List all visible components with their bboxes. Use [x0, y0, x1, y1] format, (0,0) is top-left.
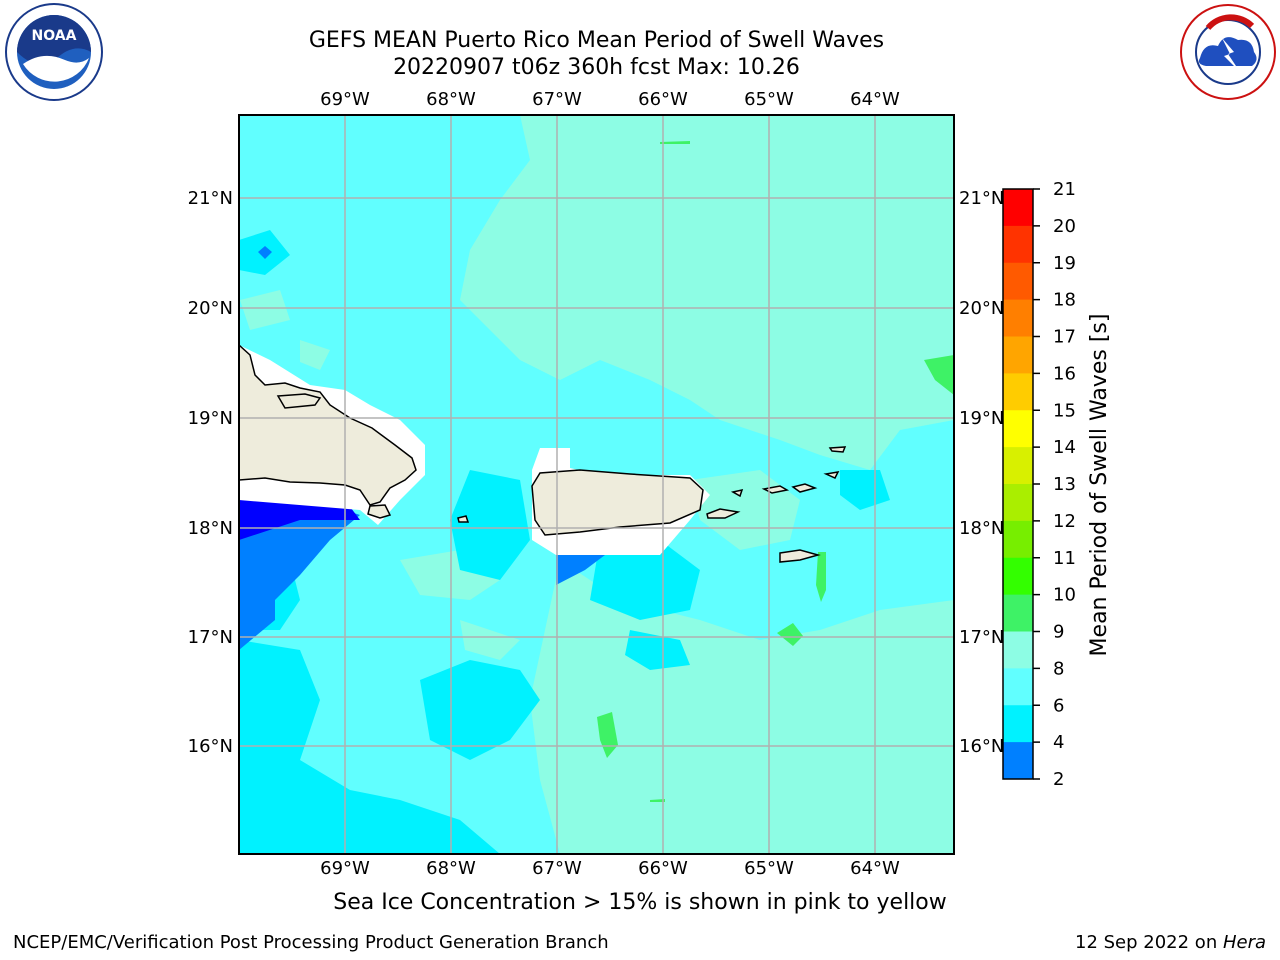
- contour-4-6-pr: [556, 555, 605, 585]
- noaa-logo-text: NOAA: [32, 28, 77, 44]
- footer-machine: Hera: [1222, 932, 1266, 953]
- mona: [457, 515, 470, 523]
- colorbar-band: [1003, 373, 1033, 411]
- contour-2-4: [239, 500, 360, 540]
- colorbar-tick-label: 20: [1053, 216, 1076, 237]
- lon-label: 66°W: [638, 858, 688, 879]
- lon-label: 68°W: [426, 89, 476, 110]
- lat-labels-left: 21°N 20°N 19°N 18°N 17°N 16°N: [188, 188, 233, 757]
- noaa-logo: NOAA: [5, 3, 103, 101]
- colorbar-band: [1003, 631, 1033, 669]
- colorbar-band: [1003, 189, 1033, 227]
- lat-label: 17°N: [188, 627, 233, 648]
- colorbar-tick-label: 17: [1053, 327, 1076, 348]
- contour-6-8: [239, 230, 890, 854]
- colorbar-band: [1003, 557, 1033, 596]
- colorbar-band: [1003, 262, 1033, 301]
- footer-org: NCEP/EMC/Verification Post Processing Pr…: [13, 932, 609, 953]
- colorbar-tick-label: 11: [1053, 548, 1076, 569]
- colorbar-ticks: 21 20 19 18 17 16 15 14 13 12 11 10 9 8 6 4 2: [1033, 179, 1076, 790]
- lon-label: 65°W: [744, 858, 794, 879]
- virgin-gorda: [823, 471, 840, 479]
- nws-logo: [1180, 4, 1276, 100]
- lat-label: 16°N: [959, 736, 1004, 757]
- colorbar-tick-label: 9: [1053, 622, 1064, 643]
- colorbar-tick-label: 13: [1053, 474, 1076, 495]
- lon-labels-top: 69°W 68°W 67°W 66°W 65°W 64°W: [320, 89, 900, 110]
- graticule: [239, 115, 954, 854]
- footer-date: 12 Sep 2022 on Hera: [1075, 932, 1266, 953]
- tortola: [791, 483, 818, 493]
- map-title: GEFS MEAN Puerto Rico Mean Period of Swe…: [308, 28, 885, 53]
- colorbar: [1003, 189, 1033, 780]
- map-frame: [238, 114, 955, 855]
- colorbar-band: [1003, 668, 1033, 706]
- colorbar-tick-label: 2: [1053, 769, 1064, 790]
- lon-label: 64°W: [850, 89, 900, 110]
- lon-label: 67°W: [532, 89, 582, 110]
- colorbar-band: [1003, 225, 1033, 264]
- hispaniola-tip: [367, 504, 392, 519]
- lon-label: 67°W: [532, 858, 582, 879]
- contour-4-6: [239, 505, 360, 650]
- colorbar-tick-label: 10: [1053, 585, 1076, 606]
- colorbar-tick-label: 18: [1053, 290, 1076, 311]
- lon-label: 66°W: [638, 89, 688, 110]
- contour-4-6-dot: [258, 246, 272, 259]
- vieques: [706, 508, 741, 519]
- colorbar-tick-label: 15: [1053, 400, 1076, 421]
- map-panel: [239, 115, 954, 854]
- colorbar-band: [1003, 447, 1033, 485]
- st-croix: [779, 549, 821, 563]
- lon-label: 64°W: [850, 858, 900, 879]
- colorbar-band: [1003, 520, 1033, 559]
- hispaniola: [239, 343, 417, 506]
- map-subtitle: 20220907 t06z 360h fcst Max: 10.26: [393, 55, 800, 80]
- colorbar-band: [1003, 336, 1033, 374]
- lat-label: 21°N: [959, 188, 1004, 209]
- lon-labels-bottom: 69°W 68°W 67°W 66°W 65°W 64°W: [320, 858, 900, 879]
- colorbar-band: [1003, 742, 1033, 780]
- colorbar-tick-label: 8: [1053, 658, 1064, 679]
- lon-label: 68°W: [426, 858, 476, 879]
- colorbar-band: [1003, 299, 1033, 337]
- lat-label: 18°N: [959, 518, 1004, 539]
- lat-label: 17°N: [959, 627, 1004, 648]
- colorbar-tick-label: 21: [1053, 179, 1076, 200]
- colorbar-tick-label: 16: [1053, 363, 1076, 384]
- lat-labels-right: 21°N 20°N 19°N 18°N 17°N 16°N: [959, 188, 1004, 757]
- tortuga: [276, 393, 322, 409]
- lon-label: 69°W: [320, 858, 370, 879]
- colorbar-tick-label: 6: [1053, 695, 1064, 716]
- colorbar-label: Mean Period of Swell Waves [s]: [1087, 314, 1112, 657]
- culebra: [730, 488, 744, 498]
- colorbar-band: [1003, 484, 1033, 522]
- lat-label: 19°N: [188, 408, 233, 429]
- colorbar-tick-label: 12: [1053, 511, 1076, 532]
- lat-label: 20°N: [959, 298, 1004, 319]
- lon-label: 65°W: [744, 89, 794, 110]
- colorbar-tick-label: 14: [1053, 437, 1076, 458]
- anegada: [828, 446, 847, 453]
- lat-label: 18°N: [188, 518, 233, 539]
- puerto-rico: [531, 469, 704, 536]
- lat-label: 16°N: [188, 736, 233, 757]
- lon-label: 69°W: [320, 89, 370, 110]
- lat-label: 19°N: [959, 408, 1004, 429]
- colorbar-tick-label: 4: [1053, 732, 1064, 753]
- colorbar-band: [1003, 410, 1033, 448]
- sea-ice-note: Sea Ice Concentration > 15% is shown in …: [333, 890, 947, 915]
- colorbar-tick-label: 19: [1053, 253, 1076, 274]
- lat-label: 21°N: [188, 188, 233, 209]
- colorbar-band: [1003, 594, 1033, 632]
- land: [239, 343, 847, 563]
- lat-label: 20°N: [188, 298, 233, 319]
- colorbar-band: [1003, 705, 1033, 743]
